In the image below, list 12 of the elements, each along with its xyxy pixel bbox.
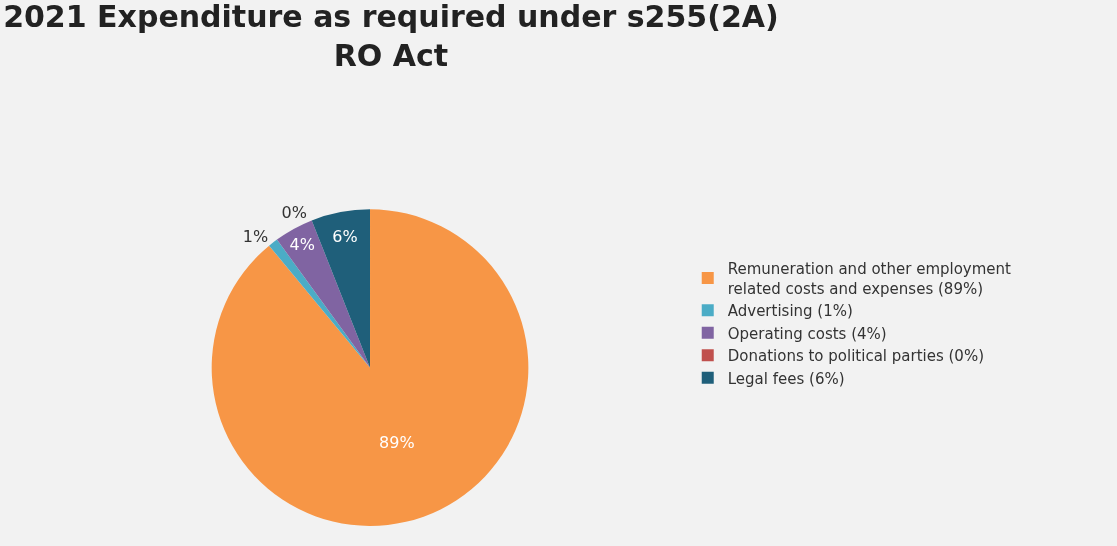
legend-label: Operating costs (4%) bbox=[727, 324, 887, 343]
text: 0% bbox=[281, 202, 307, 222]
legend-label: Remuneration and other employment related costs and expenses (89%) bbox=[727, 260, 1012, 298]
data-label: 1% bbox=[242, 227, 269, 247]
legend-label: Advertising (1%) bbox=[727, 302, 853, 321]
data-label: 89% bbox=[379, 432, 415, 452]
legend-label: Legal fees (6%) bbox=[727, 369, 845, 388]
pie-slice bbox=[276, 220, 371, 368]
data-label: 4% bbox=[289, 234, 315, 254]
legend-label: Donations to political parties (0%) bbox=[727, 347, 985, 366]
data-label: 6% bbox=[332, 227, 358, 247]
chart-title: 2021 Expenditure as required under s255(2A) RO Act bbox=[3, 0, 779, 74]
